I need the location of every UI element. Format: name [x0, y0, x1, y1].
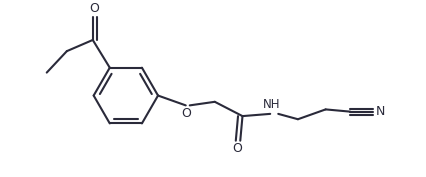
Text: O: O	[181, 107, 191, 120]
Text: O: O	[89, 2, 99, 15]
Text: NH: NH	[263, 98, 281, 111]
Text: O: O	[232, 142, 242, 155]
Text: N: N	[375, 105, 385, 118]
